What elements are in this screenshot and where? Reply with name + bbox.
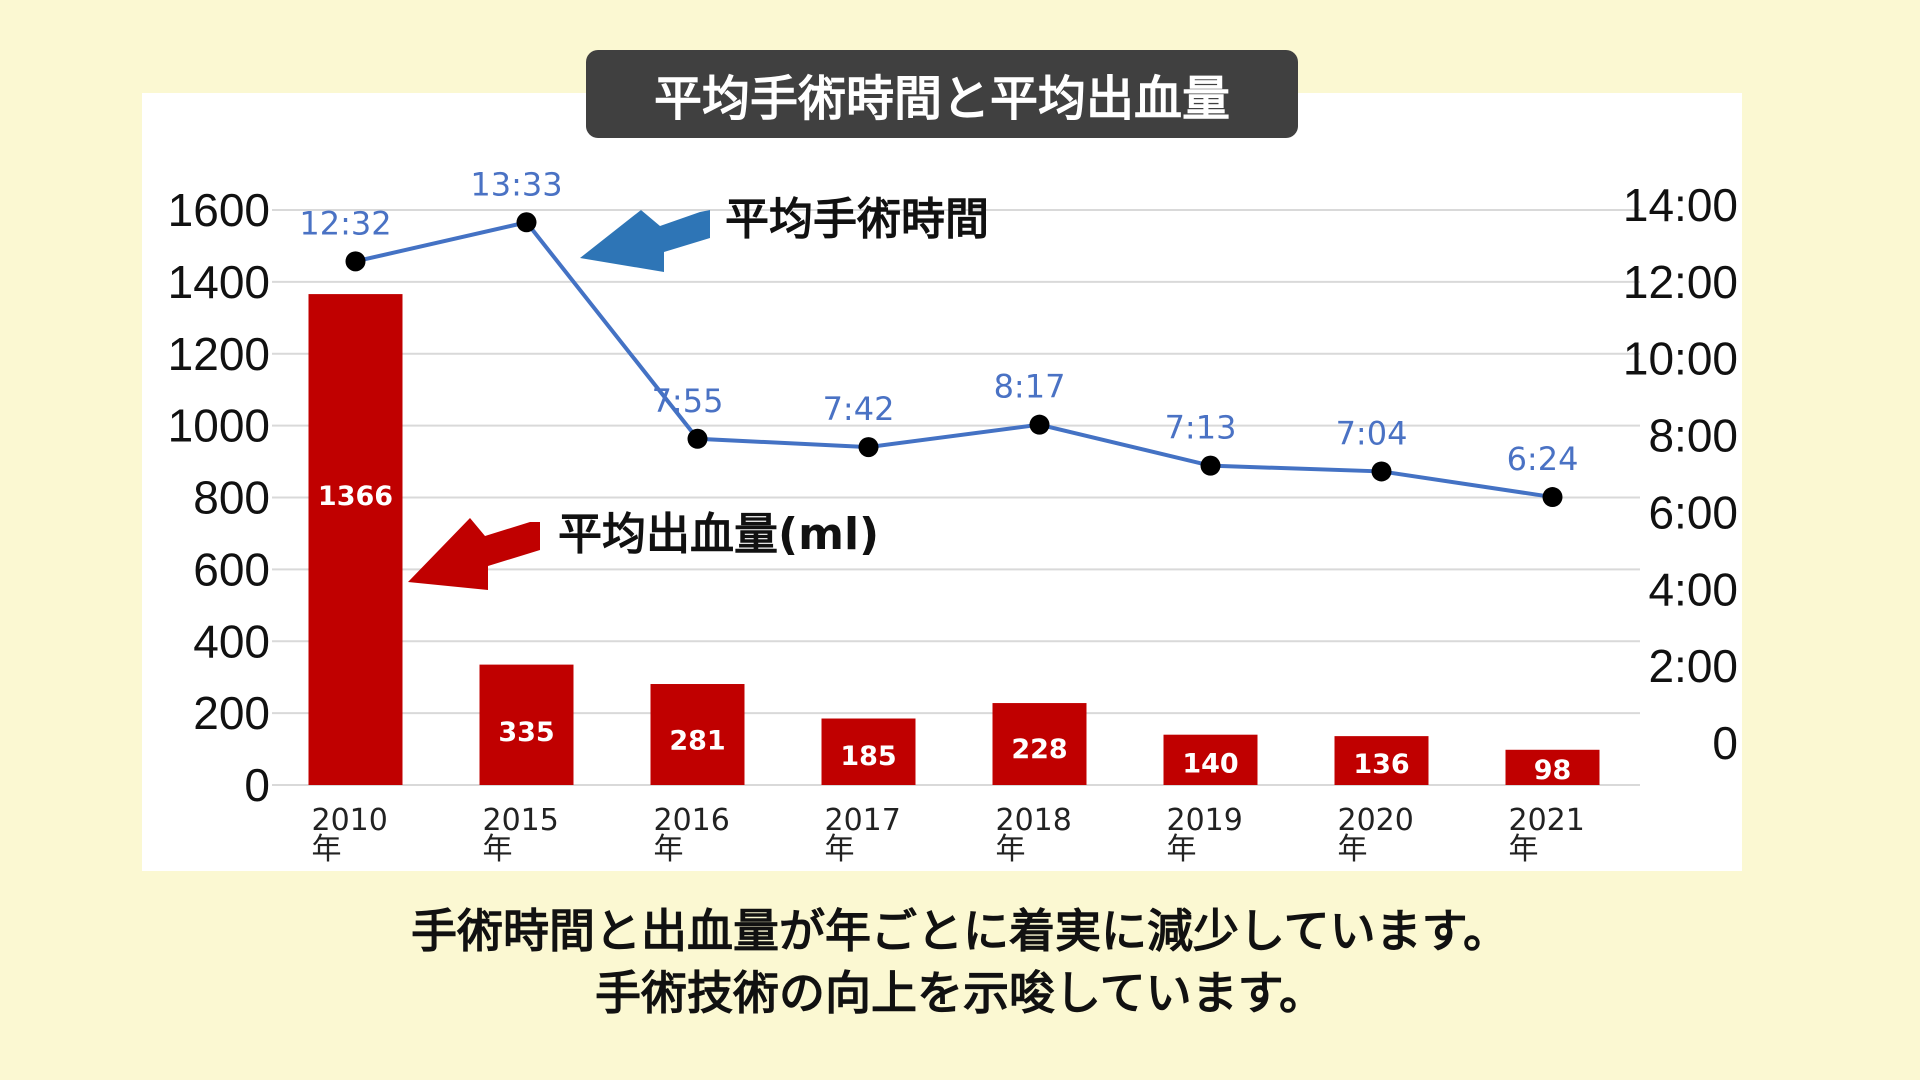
grid-lines xyxy=(272,209,1640,786)
left-tick-label: 1600 xyxy=(168,184,270,236)
x-tick-suffix: 年 xyxy=(1338,832,1368,867)
bar xyxy=(650,684,745,785)
right-tick-label: 0 xyxy=(1712,717,1738,769)
right-tick-label: 10:00 xyxy=(1623,333,1738,385)
bar-value-label: 281 xyxy=(669,726,725,757)
time-value-label: 12:32 xyxy=(299,204,391,242)
bar xyxy=(992,703,1087,785)
right-tick-label: 2:00 xyxy=(1648,640,1738,692)
left-axis: 0 200 400 600 800 1000 1200 1400 1600 xyxy=(168,184,270,811)
bar-value-label: 1366 xyxy=(318,481,393,512)
time-value-label: 7:55 xyxy=(652,382,724,420)
caption: 手術時間と出血量が年ごとに着実に減少しています。 手術技術の向上を示唆しています… xyxy=(0,900,1920,1024)
bar-value-label: 136 xyxy=(1353,749,1409,780)
line-series-label: 平均手術時間 xyxy=(725,194,989,245)
right-tick-label: 6:00 xyxy=(1648,486,1738,538)
bar xyxy=(1334,736,1429,785)
left-tick-label: 600 xyxy=(193,543,270,595)
right-tick-label: 14:00 xyxy=(1623,179,1738,231)
right-tick-label: 4:00 xyxy=(1648,563,1738,615)
line-series: 12:32 13:33 7:55 7:42 8:17 7:13 7:04 6:24 xyxy=(299,165,1579,508)
time-point xyxy=(1200,455,1221,476)
bar xyxy=(821,718,916,785)
time-point xyxy=(345,251,366,272)
left-tick-label: 200 xyxy=(193,687,270,739)
left-tick-label: 1000 xyxy=(168,400,270,452)
x-tick-year: 2020 xyxy=(1338,803,1414,838)
left-tick-label: 0 xyxy=(244,759,270,811)
chart-panel xyxy=(142,93,1742,871)
time-point xyxy=(1371,461,1392,482)
left-tick-label: 1400 xyxy=(168,256,270,308)
caption-line-2: 手術技術の向上を示唆しています。 xyxy=(594,966,1326,1020)
bar-value-label: 228 xyxy=(1011,734,1067,765)
x-tick-suffix: 年 xyxy=(825,832,855,867)
red-arrow xyxy=(408,518,540,590)
bar xyxy=(308,294,403,785)
bar xyxy=(1163,734,1258,785)
time-value-label: 7:13 xyxy=(1165,409,1237,447)
bar-value-label: 98 xyxy=(1534,755,1572,786)
x-tick-suffix: 年 xyxy=(1509,832,1539,867)
time-value-label: 7:42 xyxy=(823,390,895,428)
time-value-label: 13:33 xyxy=(470,165,562,203)
time-value-label: 7:04 xyxy=(1336,414,1408,452)
blue-arrow xyxy=(580,210,710,272)
right-tick-label: 12:00 xyxy=(1623,256,1738,308)
right-axis: 0 2:00 4:00 6:00 8:00 10:00 12:00 14:00 xyxy=(1623,179,1738,769)
x-tick-suffix: 年 xyxy=(483,832,513,867)
time-point xyxy=(516,212,537,233)
x-tick-year: 2018 xyxy=(996,803,1072,838)
x-tick-suffix: 年 xyxy=(654,832,684,867)
left-tick-label: 1200 xyxy=(168,328,270,380)
time-point xyxy=(1542,487,1563,508)
x-tick-year: 2021 xyxy=(1509,803,1585,838)
bar-value-label: 140 xyxy=(1182,748,1238,779)
left-tick-label: 400 xyxy=(193,615,270,667)
x-tick-year: 2015 xyxy=(483,803,559,838)
x-tick-suffix: 年 xyxy=(312,832,342,867)
x-tick-suffix: 年 xyxy=(1167,832,1197,867)
time-point xyxy=(687,428,708,449)
bar-value-label: 185 xyxy=(840,741,896,772)
x-tick-suffix: 年 xyxy=(996,832,1026,867)
x-tick-year: 2017 xyxy=(825,803,901,838)
bar xyxy=(479,664,574,785)
time-line xyxy=(355,220,1553,500)
time-point xyxy=(1029,414,1050,435)
right-tick-label: 8:00 xyxy=(1648,410,1738,462)
time-value-label: 6:24 xyxy=(1507,440,1579,478)
x-tick-year: 2016 xyxy=(654,803,730,838)
bar xyxy=(1505,749,1600,785)
bar-value-label: 335 xyxy=(498,717,554,748)
x-tick-year: 2010 xyxy=(312,803,388,838)
bar-series-label: 平均出血量(ml) xyxy=(558,509,879,560)
time-point xyxy=(858,437,879,458)
bar-series: 1366 335 281 185 228 140 136 98 xyxy=(308,294,1600,786)
chart-title: 平均手術時間と平均出血量 xyxy=(586,50,1298,138)
time-value-label: 8:17 xyxy=(994,368,1066,406)
left-tick-label: 800 xyxy=(193,472,270,524)
caption-line-1: 手術時間と出血量が年ごとに着実に減少しています。 xyxy=(410,904,1510,958)
x-tick-year: 2019 xyxy=(1167,803,1243,838)
